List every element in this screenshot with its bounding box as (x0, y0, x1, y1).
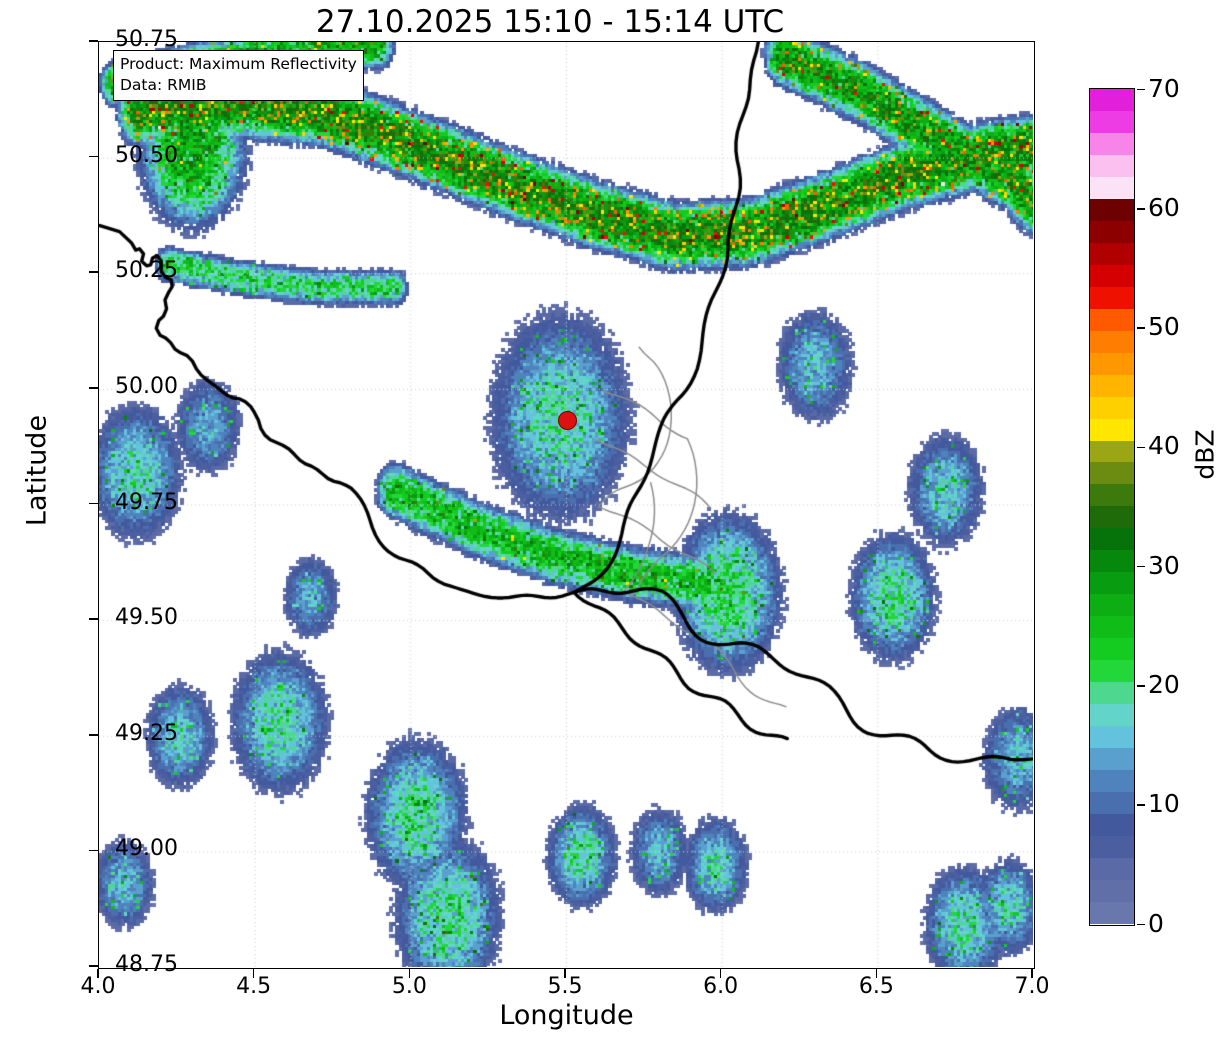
y-tick-label: 49.50 (115, 605, 178, 631)
colorbar-tick-label: 50 (1148, 312, 1180, 342)
colorbar-band (1090, 901, 1134, 924)
colorbar-tick-label: 40 (1148, 431, 1180, 461)
colorbar[interactable] (1089, 88, 1135, 926)
data-source-line: Data: RMIB (120, 75, 207, 94)
colorbar-band (1090, 89, 1134, 111)
x-tick-mark (719, 969, 722, 978)
colorbar-band (1090, 286, 1134, 309)
colorbar-band (1090, 396, 1134, 419)
colorbar-tick-label: 60 (1148, 192, 1180, 222)
colorbar-tick-mark (1137, 685, 1145, 687)
colorbar-band (1090, 726, 1134, 749)
colorbar-band (1090, 418, 1134, 441)
colorbar-band (1090, 835, 1134, 858)
product-line: Product: Maximum Reflectivity (120, 55, 357, 73)
colorbar-band (1090, 813, 1134, 836)
x-tick-mark (564, 969, 566, 978)
colorbar-band (1090, 462, 1134, 485)
y-tick-mark (89, 271, 98, 274)
colorbar-band (1090, 594, 1134, 617)
colorbar-band (1090, 440, 1134, 463)
x-tick-label: 5.5 (547, 974, 583, 999)
colorbar-band (1090, 352, 1134, 375)
colorbar-tick-mark (1137, 207, 1145, 210)
colorbar-band (1090, 857, 1134, 880)
colorbar-band (1090, 484, 1134, 507)
colorbar-band (1090, 220, 1134, 243)
y-tick-mark (89, 849, 98, 852)
colorbar-band (1090, 879, 1134, 902)
colorbar-tick-label: 20 (1148, 669, 1180, 699)
x-tick-mark (97, 969, 99, 978)
colorbar-tick-mark (1137, 88, 1145, 91)
y-tick-label: 50.25 (115, 258, 178, 284)
colorbar-band (1090, 374, 1134, 397)
y-tick-mark (89, 155, 98, 158)
x-tick-label: 5.0 (391, 974, 427, 999)
colorbar-band (1090, 242, 1134, 265)
x-axis-label: Longitude (499, 1000, 634, 1031)
colorbar-band (1090, 176, 1134, 199)
colorbar-tick-mark (1137, 923, 1145, 926)
x-tick-label: 4.0 (80, 974, 116, 999)
x-tick-label: 6.0 (703, 974, 739, 999)
colorbar-band (1090, 770, 1134, 792)
colorbar-band (1090, 528, 1134, 551)
colorbar-band (1090, 616, 1134, 639)
radar-site-marker[interactable] (558, 410, 578, 430)
y-tick-label: 49.75 (115, 489, 178, 515)
product-info-box: Product: Maximum Reflectivity Data: RMIB (113, 50, 364, 101)
y-tick-mark (89, 387, 98, 389)
colorbar-band (1090, 198, 1134, 221)
x-tick-label: 4.5 (236, 974, 272, 999)
colorbar-tick-mark (1137, 804, 1145, 806)
colorbar-band (1090, 308, 1134, 331)
colorbar-band (1090, 506, 1134, 529)
colorbar-band (1090, 682, 1134, 705)
y-tick-mark (89, 40, 98, 42)
colorbar-band (1090, 110, 1134, 133)
y-tick-mark (89, 965, 98, 967)
y-axis-label: Latitude (21, 414, 53, 527)
colorbar-tick-mark (1137, 446, 1145, 449)
y-tick-label: 48.75 (115, 952, 178, 977)
radar-map-plot[interactable] (98, 41, 1035, 969)
y-tick-label: 49.25 (115, 720, 178, 746)
x-tick-mark (1031, 969, 1033, 978)
x-tick-label: 6.5 (858, 974, 894, 999)
colorbar-band (1090, 154, 1134, 177)
colorbar-tick-label: 70 (1148, 73, 1180, 103)
colorbar-band (1090, 330, 1134, 353)
colorbar-label: dBZ (1190, 429, 1219, 480)
colorbar-band (1090, 550, 1134, 573)
y-tick-label: 50.75 (115, 27, 178, 52)
colorbar-band (1090, 748, 1134, 771)
x-tick-mark (408, 969, 411, 978)
colorbar-tick-label: 0 (1148, 908, 1164, 938)
y-tick-label: 50.50 (115, 142, 178, 168)
figure-title: 27.10.2025 15:10 - 15:14 UTC (315, 4, 785, 40)
colorbar-band (1090, 572, 1134, 595)
x-tick-mark (875, 969, 878, 978)
colorbar-band (1090, 638, 1134, 661)
y-tick-mark (89, 502, 98, 505)
colorbar-tick-label: 30 (1148, 550, 1180, 580)
colorbar-tick-label: 10 (1148, 789, 1180, 819)
colorbar-band (1090, 264, 1134, 287)
colorbar-tick-mark (1137, 327, 1145, 329)
y-tick-label: 49.00 (115, 836, 178, 862)
colorbar-band (1090, 132, 1134, 155)
colorbar-tick-mark (1137, 565, 1145, 568)
y-tick-label: 50.00 (115, 373, 178, 399)
colorbar-band (1090, 792, 1134, 814)
x-tick-mark (252, 969, 255, 978)
country-borders-layer (99, 42, 1033, 967)
x-tick-label: 7.0 (1014, 974, 1050, 999)
colorbar-band (1090, 704, 1134, 727)
colorbar-band (1090, 660, 1134, 683)
y-tick-mark (89, 733, 98, 736)
y-tick-mark (89, 618, 98, 620)
